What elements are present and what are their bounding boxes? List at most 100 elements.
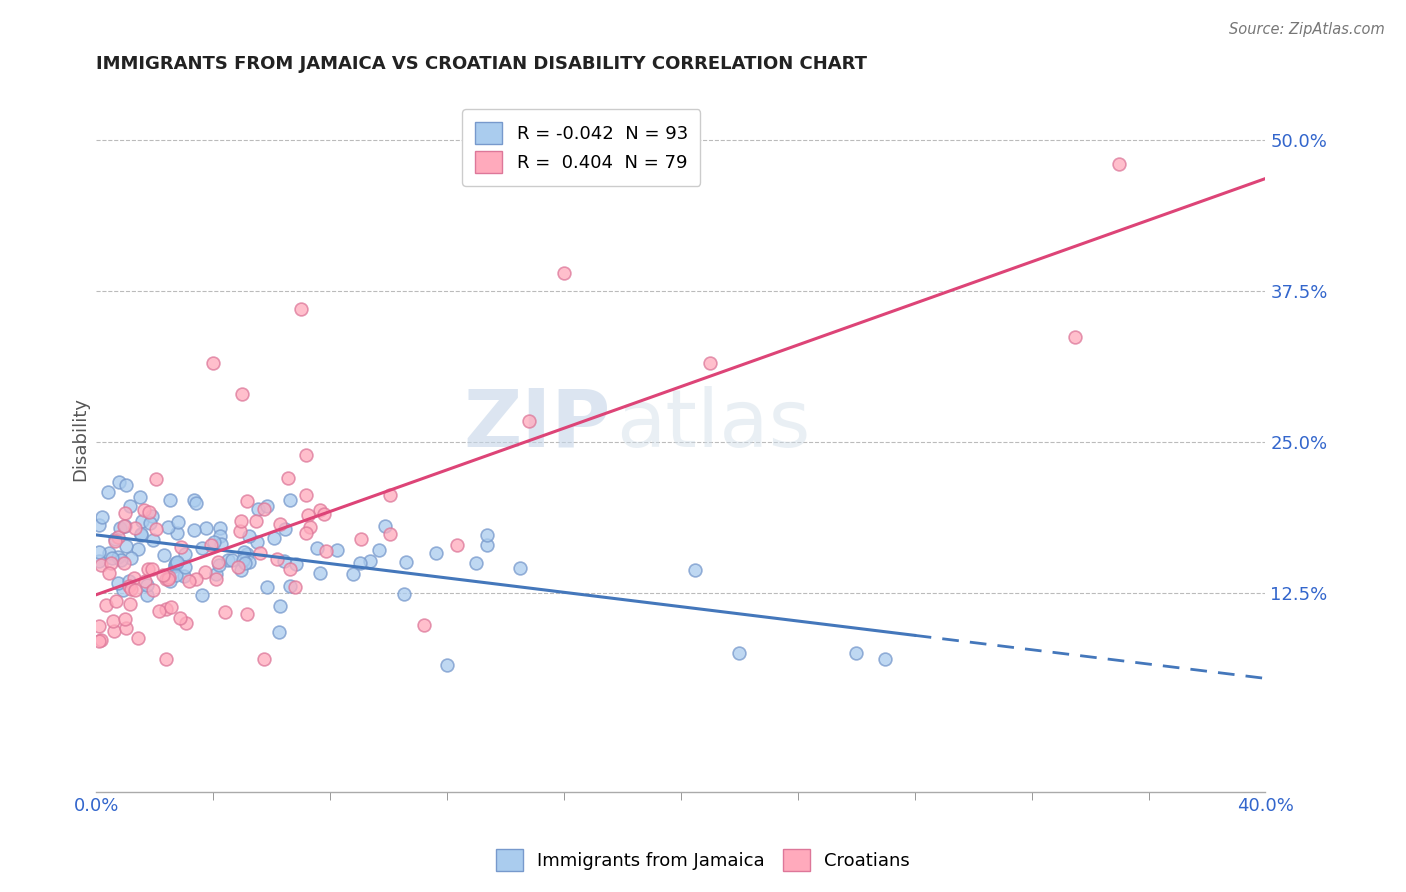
Point xyxy=(845,646,868,660)
Point xyxy=(145,472,167,486)
Point xyxy=(253,652,276,666)
Point xyxy=(156,572,179,586)
Point xyxy=(184,496,207,510)
Point xyxy=(202,535,225,549)
Point xyxy=(174,616,197,631)
Point xyxy=(205,572,228,586)
Point xyxy=(145,522,167,536)
Point xyxy=(166,555,188,569)
Point xyxy=(278,493,301,508)
Point xyxy=(194,565,217,579)
Point xyxy=(315,543,337,558)
Point xyxy=(120,550,142,565)
Point xyxy=(728,646,751,660)
Point xyxy=(553,266,575,280)
Point xyxy=(683,563,706,577)
Point xyxy=(165,557,187,571)
Point xyxy=(166,526,188,541)
Point xyxy=(349,556,371,570)
Point xyxy=(280,579,302,593)
Point xyxy=(90,632,112,647)
Point xyxy=(98,546,121,560)
Point xyxy=(229,563,252,577)
Point xyxy=(118,574,141,588)
Point xyxy=(160,600,183,615)
Point xyxy=(107,576,129,591)
Point xyxy=(104,533,127,548)
Point xyxy=(183,493,205,508)
Point xyxy=(104,593,127,607)
Point xyxy=(184,572,207,586)
Point xyxy=(114,519,136,533)
Point xyxy=(159,574,181,589)
Point xyxy=(309,566,332,581)
Point xyxy=(308,503,330,517)
Point xyxy=(392,586,415,600)
Point xyxy=(284,558,307,572)
Point xyxy=(134,503,156,517)
Point xyxy=(465,556,488,570)
Point xyxy=(191,541,214,556)
Point xyxy=(246,502,269,516)
Point xyxy=(127,631,149,645)
Point xyxy=(232,553,254,567)
Point xyxy=(124,521,146,535)
Point xyxy=(104,532,127,546)
Point xyxy=(221,553,243,567)
Point xyxy=(173,569,195,583)
Point xyxy=(269,599,291,613)
Point xyxy=(183,523,205,537)
Point xyxy=(278,562,301,576)
Point xyxy=(167,515,190,529)
Point xyxy=(129,491,152,505)
Point xyxy=(142,533,165,547)
Point xyxy=(342,566,364,581)
Point xyxy=(425,546,447,560)
Point xyxy=(101,614,124,628)
Point xyxy=(163,558,186,572)
Point xyxy=(118,579,141,593)
Point xyxy=(170,540,193,554)
Point xyxy=(295,526,318,541)
Point xyxy=(114,506,136,520)
Point xyxy=(114,612,136,626)
Point xyxy=(236,494,259,508)
Point xyxy=(1064,330,1087,344)
Point xyxy=(208,521,231,535)
Point xyxy=(107,530,129,544)
Point xyxy=(152,567,174,582)
Point xyxy=(165,558,187,573)
Point xyxy=(253,501,276,516)
Point xyxy=(246,535,269,549)
Point xyxy=(107,549,129,564)
Point xyxy=(299,520,322,534)
Point xyxy=(395,555,418,569)
Point xyxy=(266,551,288,566)
Point xyxy=(110,553,132,567)
Legend: R = -0.042  N = 93, R =  0.404  N = 79: R = -0.042 N = 93, R = 0.404 N = 79 xyxy=(463,109,700,186)
Point xyxy=(209,537,232,551)
Point xyxy=(314,507,336,521)
Point xyxy=(519,414,541,428)
Point xyxy=(413,618,436,632)
Text: atlas: atlas xyxy=(616,385,811,464)
Point xyxy=(875,652,897,666)
Point xyxy=(235,547,257,561)
Point xyxy=(374,519,396,533)
Point xyxy=(273,522,295,536)
Point xyxy=(136,562,159,576)
Point xyxy=(297,508,319,522)
Point xyxy=(141,562,163,576)
Point xyxy=(205,566,228,581)
Point xyxy=(359,554,381,568)
Point xyxy=(238,529,260,543)
Point xyxy=(295,488,318,502)
Point xyxy=(174,560,197,574)
Point xyxy=(295,449,318,463)
Point xyxy=(378,526,401,541)
Point xyxy=(120,597,142,611)
Point xyxy=(236,607,259,622)
Point xyxy=(207,555,229,569)
Point xyxy=(103,624,125,638)
Point xyxy=(249,546,271,560)
